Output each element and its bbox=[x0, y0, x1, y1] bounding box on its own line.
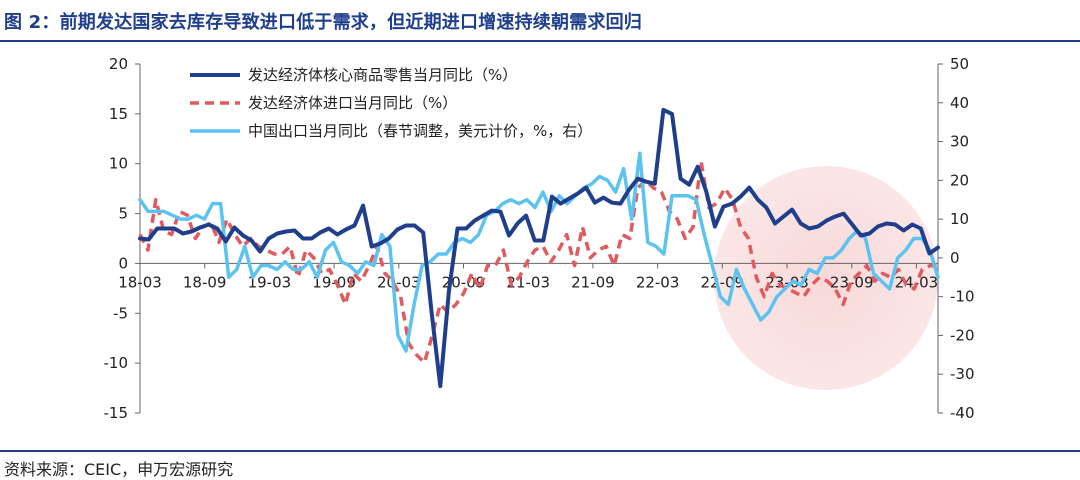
x-tick-label: 20-03 bbox=[377, 273, 421, 291]
right-tick-label: 20 bbox=[950, 171, 969, 189]
left-tick-label: -15 bbox=[104, 404, 129, 422]
left-tick-label: 10 bbox=[109, 155, 128, 173]
right-tick-label: 30 bbox=[950, 133, 969, 151]
highlight-circle bbox=[714, 166, 938, 390]
x-tick-label: 19-03 bbox=[248, 273, 292, 291]
x-tick-label: 23-03 bbox=[765, 273, 809, 291]
title-divider bbox=[0, 40, 1080, 42]
legend-label-1: 发达经济体进口当月同比（%） bbox=[248, 94, 457, 112]
x-tick-label: 24-03 bbox=[895, 273, 939, 291]
left-tick-label: 15 bbox=[109, 105, 128, 123]
line-chart: -15 -10 -5 0 5 10 15 20 -40 -30 -20 -10 0 10 20 30 40 50… bbox=[104, 55, 975, 422]
x-tick-label: 18-03 bbox=[118, 273, 162, 291]
legend-label-0: 发达经济体核心商品零售当月同比（%） bbox=[248, 66, 517, 84]
series-line-0 bbox=[138, 107, 940, 389]
right-tick-label: -10 bbox=[950, 288, 975, 306]
left-tick-label: 5 bbox=[118, 205, 128, 223]
footer-divider bbox=[0, 450, 1080, 452]
chart-title: 图 2：前期发达国家去库存导致进口低于需求，但近期进口增速持续朝需求回归 bbox=[4, 12, 642, 33]
right-tick-label: 50 bbox=[950, 55, 969, 73]
right-tick-label: -20 bbox=[950, 326, 975, 344]
legend: 发达经济体核心商品零售当月同比（%） 发达经济体进口当月同比（%） 中国出口当月同比… bbox=[190, 66, 592, 140]
x-tick-label: 18-09 bbox=[183, 273, 227, 291]
series-line-1 bbox=[138, 159, 938, 365]
x-tick-label: 22-03 bbox=[636, 273, 680, 291]
left-tick-label: 0 bbox=[118, 254, 128, 272]
x-tick-label: 21-03 bbox=[506, 273, 550, 291]
x-tick-label: 23-09 bbox=[830, 273, 874, 291]
left-tick-label: -10 bbox=[104, 354, 129, 372]
source-note: 资料来源：CEIC，申万宏源研究 bbox=[4, 460, 234, 479]
right-tick-label: -40 bbox=[950, 404, 975, 422]
series-line-2 bbox=[138, 151, 940, 353]
right-tick-label: 40 bbox=[950, 94, 969, 112]
left-tick-label: 20 bbox=[109, 55, 128, 73]
x-tick-label: 21-09 bbox=[571, 273, 615, 291]
left-tick-label: -5 bbox=[113, 304, 128, 322]
right-tick-label: -30 bbox=[950, 365, 975, 383]
right-tick-label: 0 bbox=[950, 249, 960, 267]
legend-label-2: 中国出口当月同比（春节调整，美元计价，%，右） bbox=[248, 122, 592, 140]
right-tick-label: 10 bbox=[950, 210, 969, 228]
x-tick-label: 19-09 bbox=[312, 273, 356, 291]
